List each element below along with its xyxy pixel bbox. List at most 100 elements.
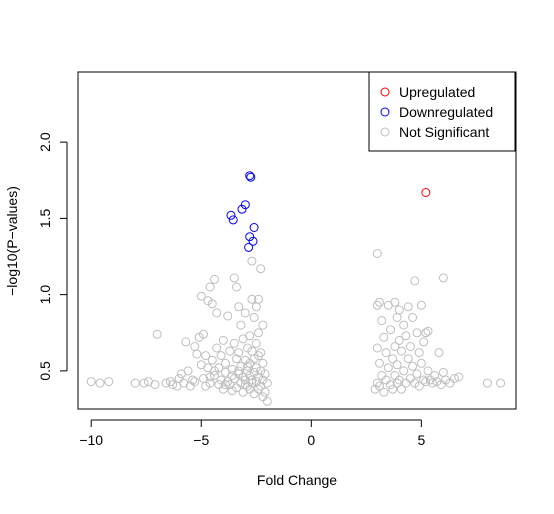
y-tick-label: 2.0 [37,132,53,152]
data-point-not-significant [377,316,387,326]
data-point-not-significant [434,348,444,358]
data-point-downregulated [226,210,236,220]
data-point-not-significant [399,320,409,330]
x-tick-label: −10 [79,432,103,448]
data-point-not-significant [210,371,219,380]
data-point-not-significant [168,380,178,390]
data-point-not-significant [482,378,492,388]
data-point-not-significant [130,378,140,388]
data-point-not-significant [392,378,402,388]
data-point-not-significant [388,354,398,364]
data-point-not-significant [375,358,384,368]
legend-label-not-significant: Not Significant [399,124,489,140]
data-point-not-significant [262,378,272,388]
y-tick-label: 0.5 [37,361,53,381]
data-point-downregulated [244,242,254,252]
data-point-not-significant [210,274,219,284]
data-point-not-significant [260,387,270,397]
data-point-not-significant [205,378,215,388]
data-point-not-significant [419,337,429,347]
data-point-not-significant [258,320,268,330]
data-point-not-significant [104,377,114,387]
data-point-upregulated [421,188,431,197]
data-point-not-significant [256,264,266,274]
data-point-not-significant [423,326,433,336]
data-point-not-significant [416,300,426,310]
data-point-not-significant [390,297,400,307]
data-point-not-significant [216,351,226,361]
data-point-not-significant [375,381,384,391]
data-point-not-significant [390,342,400,351]
data-point-not-significant [196,291,206,301]
data-point-not-significant [449,374,459,383]
data-point-not-significant [397,384,406,394]
data-point-not-significant [454,372,464,382]
data-point-not-significant [412,328,422,338]
data-point-not-significant [192,349,202,359]
data-point-not-significant [401,331,411,341]
data-point-not-significant [254,294,263,304]
data-point-not-significant [207,299,217,309]
data-point-not-significant [205,372,215,382]
data-point-not-significant [394,305,404,315]
data-point-not-significant [419,375,429,385]
data-point-not-significant [260,369,270,379]
data-point-not-significant [386,380,395,390]
data-point-not-significant [432,377,442,387]
data-point-not-significant [240,308,250,318]
data-point-not-significant [221,358,230,368]
data-point-not-significant [194,332,204,342]
data-point-not-significant [258,358,268,368]
legend-marker-downregulated [380,107,390,117]
data-point-not-significant [423,366,433,376]
data-point-not-significant [232,354,241,364]
data-point-not-significant [412,369,422,379]
data-point-not-significant [234,302,244,312]
data-point-not-significant [254,328,263,338]
data-point-not-significant [381,348,391,358]
data-point-not-significant [190,377,200,387]
data-point-not-significant [227,364,237,374]
plot-area-frame [77,71,517,410]
data-point-not-significant [234,348,244,358]
data-point-not-significant [249,313,259,322]
data-point-not-significant [218,384,228,394]
data-point-not-significant [496,378,506,388]
data-point-not-significant [201,351,211,361]
data-point-not-significant [165,377,175,387]
data-point-not-significant [95,378,105,388]
y-tick-label: 1.0 [37,285,53,305]
data-point-not-significant [243,381,252,391]
data-point-not-significant [210,366,219,376]
data-point-not-significant [410,378,420,388]
legend-label-upregulated: Upregulated [399,84,475,100]
data-point-downregulated [248,236,258,246]
legend-marker-not-significant [380,127,390,137]
data-point-downregulated [249,223,259,232]
data-point-not-significant [212,343,222,353]
data-point-not-significant [247,375,257,385]
data-points [86,171,506,406]
data-point-not-significant [218,335,228,345]
x-axis: −10 −5 0 5 [79,419,425,448]
data-point-not-significant [251,338,261,348]
data-point-not-significant [212,308,222,318]
data-point-not-significant [240,380,250,390]
data-point-not-significant [372,343,382,353]
data-point-not-significant [262,396,272,406]
data-point-not-significant [408,313,418,322]
legend-marker-upregulated [380,87,390,97]
data-point-not-significant [372,300,382,310]
data-point-not-significant [397,346,406,356]
data-point-not-significant [86,377,96,387]
data-point-not-significant [430,371,440,380]
data-point-downregulated [245,232,255,242]
data-point-downregulated [228,215,238,225]
y-axis: 0.5 1.0 1.5 2.0 [37,132,68,381]
data-point-not-significant [234,366,244,376]
data-point-not-significant [403,302,413,312]
data-point-not-significant [383,363,393,373]
data-point-not-significant [416,358,426,368]
data-point-not-significant [221,380,230,390]
data-point-not-significant [188,375,197,385]
